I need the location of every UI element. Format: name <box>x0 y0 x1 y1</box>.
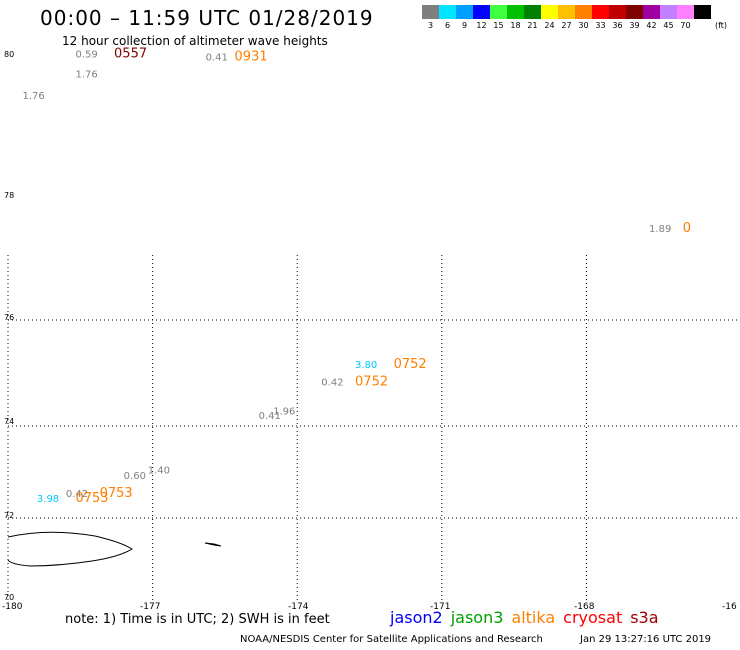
satellite-name: jason2 <box>390 608 443 627</box>
latitude-labels: 80 78 76 74 72 70 <box>4 50 14 602</box>
legend-label: 3 <box>427 21 434 30</box>
wave-height-label: 1.76 <box>22 91 44 102</box>
longitude-label: -171 <box>430 602 450 612</box>
satellite-name: jason3 <box>450 608 504 627</box>
longitude-label: -168 <box>574 602 595 612</box>
latitude-label: 72 <box>4 511 14 520</box>
legend-swatch <box>439 5 456 19</box>
pass-time-label: 0 <box>683 221 691 236</box>
satellite-legend: jason2 jason3 altika cryosat s3a <box>390 608 667 627</box>
wave-height-label: 0.42 <box>66 489 88 500</box>
wave-height-label: 0.42 <box>321 377 343 388</box>
pass-time-label: 0752 <box>355 374 388 389</box>
legend-labels: 3 6 9 12 15 18 21 24 27 30 33 36 39 42 45 70 <box>422 21 711 30</box>
satellite-name: s3a <box>630 608 659 627</box>
coastline <box>7 531 222 567</box>
longitude-label: -180 <box>2 602 23 612</box>
pass-time-label: 0931 <box>235 49 268 64</box>
legend-swatch <box>575 5 592 19</box>
legend-label: 33 <box>595 21 606 30</box>
map-subtitle: 12 hour collection of altimeter wave hei… <box>62 34 328 48</box>
satellite-name: altika <box>511 608 556 627</box>
legend-swatch <box>524 5 541 19</box>
legend-label: 12 <box>476 21 487 30</box>
legend-label: 45 <box>663 21 674 30</box>
wave-height-label: 1.40 <box>148 466 170 477</box>
color-legend: 3 6 9 12 15 18 21 24 27 30 33 36 39 42 45 70 (ft) <box>422 5 727 30</box>
legend-label: 18 <box>510 21 521 30</box>
generation-timestamp: Jan 29 13:27:16 UTC 2019 <box>580 634 712 645</box>
legend-swatch <box>507 5 524 19</box>
legend-label: 24 <box>544 21 555 30</box>
latitude-label: 76 <box>4 313 14 322</box>
credit-line: NOAA/NESDIS Center for Satellite Applica… <box>240 634 543 645</box>
legend-label: 6 <box>444 21 451 30</box>
pass-time-label: 0753 <box>75 491 108 506</box>
legend-swatches <box>422 5 711 19</box>
longitude-label: -16 <box>722 602 737 612</box>
legend-swatch <box>694 5 711 19</box>
wave-height-label: 0.41 <box>259 411 281 422</box>
legend-label: 15 <box>493 21 504 30</box>
wrangel-island-coastline <box>7 531 133 567</box>
wave-height-label: 0.60 <box>124 471 146 482</box>
wave-height-label: 3.98 <box>37 494 59 505</box>
longitude-label: -177 <box>140 602 160 612</box>
wave-height-label: 1.76 <box>75 69 97 80</box>
latitude-label: 70 <box>4 593 14 602</box>
longitude-labels: -180 -177 -174 -171 -168 -16 <box>2 602 737 612</box>
herald-island-coastline <box>204 542 222 547</box>
observations: 0.59 0557 1.76 0.41 0931 1.76 1.89 0 3.80 0752 0.4… <box>22 46 691 506</box>
latitude-label: 74 <box>4 417 14 426</box>
wave-height-label: 3.80 <box>355 360 377 371</box>
wave-height-label: 0.59 <box>75 49 97 60</box>
legend-unit: (ft) <box>715 21 728 30</box>
legend-swatch <box>660 5 677 19</box>
legend-label: 21 <box>527 21 538 30</box>
legend-swatch <box>677 5 694 19</box>
legend-label: 70 <box>680 21 691 30</box>
legend-label: 36 <box>612 21 623 30</box>
longitude-label: -174 <box>288 602 309 612</box>
latitude-label: 80 <box>4 50 14 59</box>
pass-time-label: 0753 <box>100 486 133 501</box>
legend-swatch <box>473 5 490 19</box>
pass-time-label: 0752 <box>394 357 427 372</box>
legend-label: 30 <box>578 21 589 30</box>
legend-label: 9 <box>461 21 468 30</box>
satellite-name: cryosat <box>563 608 623 627</box>
legend-swatch <box>541 5 558 19</box>
legend-swatch <box>422 5 439 19</box>
map-title: 00:00 – 11:59 UTC 01/28/2019 <box>40 6 374 30</box>
wave-height-label: 1.96 <box>273 406 295 417</box>
legend-label: 27 <box>561 21 572 30</box>
legend-swatch <box>558 5 575 19</box>
wave-height-label: 1.89 <box>649 224 671 235</box>
legend-label: 39 <box>629 21 640 30</box>
legend-swatch <box>490 5 507 19</box>
graticule <box>7 255 740 600</box>
legend-swatch <box>456 5 473 19</box>
legend-swatch <box>609 5 626 19</box>
wave-height-label: 0.41 <box>206 52 228 63</box>
footer-note: note: 1) Time is in UTC; 2) SWH is in fe… <box>65 612 330 627</box>
legend-swatch <box>626 5 643 19</box>
legend-label: 42 <box>646 21 657 30</box>
legend-swatch <box>592 5 609 19</box>
latitude-label: 78 <box>4 191 14 200</box>
pass-time-label: 0557 <box>114 46 147 61</box>
legend-swatch <box>643 5 660 19</box>
